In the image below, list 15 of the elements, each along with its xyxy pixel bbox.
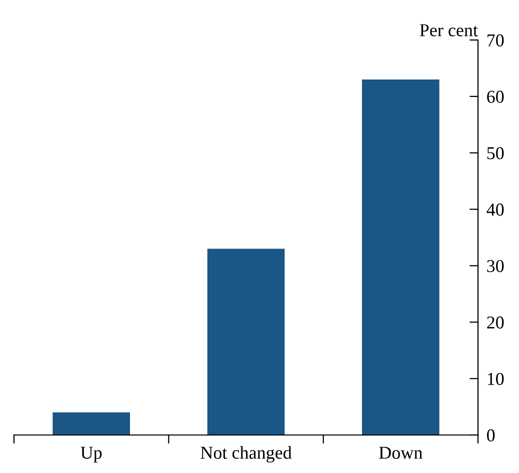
y-tick-label: 50 [487, 147, 504, 160]
y-tick-label: 60 [487, 90, 504, 103]
y-tick-label: 10 [488, 372, 504, 386]
y-tick-label: 30 [487, 260, 504, 272]
x-tick-label: Up [80, 446, 102, 462]
bar [207, 248, 285, 435]
y-axis-title: Per cent [420, 24, 478, 36]
bar [362, 80, 440, 435]
bar [52, 412, 130, 435]
y-tick-label: 40 [486, 204, 504, 216]
y-tick-label: 20 [487, 316, 504, 329]
x-tick-label: Not changed [200, 446, 292, 463]
y-tick-label: 0 [487, 429, 495, 442]
y-tick-label: 70 [488, 34, 504, 46]
x-tick-label: Down [379, 446, 422, 459]
